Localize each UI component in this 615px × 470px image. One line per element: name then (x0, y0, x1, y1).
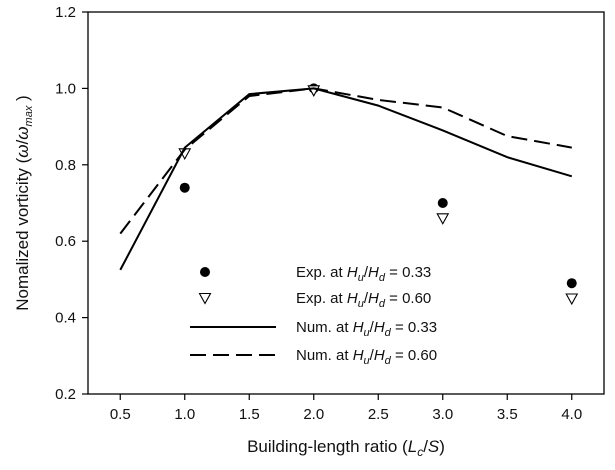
data-point-circle (437, 198, 448, 208)
axis-titles: Building-length ratio (Lc/S) Nomalized vo… (13, 95, 445, 459)
y-tick-label: 0.6 (55, 233, 76, 250)
data-point-triangle (436, 213, 450, 225)
x-axis-title: Building-length ratio (Lc/S) (247, 437, 445, 459)
y-tick-label: 0.8 (55, 157, 76, 174)
axes: 0.5 1.0 1.5 2.0 2.5 3.0 3.5 4.0 0.2 0.4 0.6 0.8 1.0 1… (55, 4, 605, 423)
x-tick-label: 0.5 (110, 406, 131, 423)
y-axis-title: Nomalized vorticity (ω/ωmax ) (13, 95, 35, 310)
y-tick-label: 1.0 (55, 80, 76, 97)
y-tick-label: 0.2 (55, 386, 76, 403)
x-tick-label: 4.0 (561, 406, 582, 423)
x-tick-label: 1.5 (239, 406, 260, 423)
x-tick-label: 2.5 (368, 406, 389, 423)
x-tick-label: 2.0 (303, 406, 324, 423)
y-tick-label: 1.2 (55, 4, 76, 21)
series-line-4 (119, 87, 572, 235)
data-point-circle (179, 182, 190, 193)
legend-label-1: Exp. at Hu/Hd = 0.33 (296, 264, 431, 284)
legend-marker-triangle (198, 292, 212, 305)
x-tick-label: 3.0 (432, 406, 453, 423)
plot-area (119, 83, 579, 306)
legend: Exp. at Hu/Hd = 0.33 Exp. at Hu/Hd = 0.60… (190, 264, 437, 367)
series-line-3 (119, 87, 573, 271)
data-point-circle (566, 278, 577, 289)
legend-label-2: Exp. at Hu/Hd = 0.60 (296, 290, 431, 310)
x-tick-label: 1.0 (174, 406, 195, 423)
legend-marker-circle (200, 267, 210, 277)
legend-label-3: Num. at Hu/Hd = 0.33 (296, 319, 437, 339)
data-point-triangle (565, 293, 579, 306)
y-tick-label: 0.4 (55, 310, 76, 327)
x-tick-label: 3.5 (497, 406, 518, 423)
plot-frame (87, 11, 605, 395)
legend-label-4: Num. at Hu/Hd = 0.60 (296, 347, 437, 367)
